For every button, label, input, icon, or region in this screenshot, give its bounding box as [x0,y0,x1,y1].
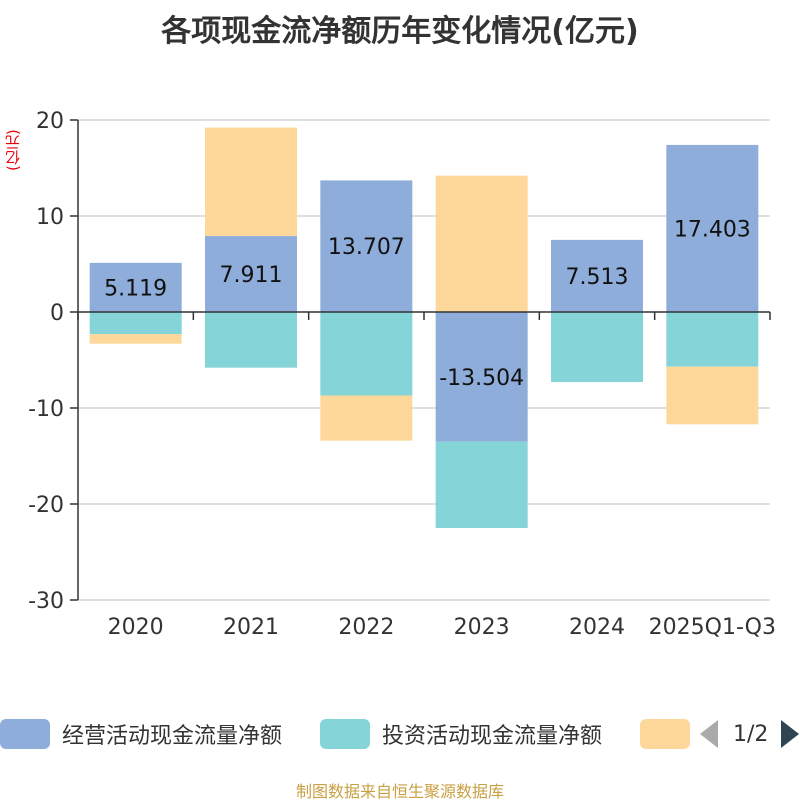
legend-pager: 1/2 [700,716,800,752]
x-tick-label: 2022 [338,615,394,640]
data-label: 7.513 [566,265,629,290]
y-tick-label: 0 [50,301,64,326]
data-label: 7.911 [220,263,283,288]
x-tick-label: 2023 [454,615,510,640]
legend-item-operating[interactable]: 经营活动现金流量净额 [0,716,282,752]
x-tick-label: 2020 [108,615,164,640]
bar-series0-2025Q1-Q3 [666,144,759,312]
data-label: 5.119 [104,276,167,301]
stacked-bar-chart: 20 10 0 -10 -20 -30 5.119 2020 7.911 2021 13.707 20… [28,109,776,640]
legend-page-indicator: 1/2 [733,721,769,747]
legend-item-financing[interactable] [640,716,690,752]
legend-item-investing[interactable]: 投资活动现金流量净额 [320,716,602,752]
bar-series1-2025Q1-Q3 [666,312,759,367]
y-tick-label: -20 [28,493,64,518]
bar-series2-2025Q1-Q3 [666,366,759,425]
legend-swatch-investing [320,719,370,749]
legend-prev-page-icon[interactable] [700,720,718,748]
x-tick-label: 2021 [223,615,279,640]
bar-series2-2023 [435,175,528,312]
legend-swatch-operating [0,719,50,749]
legend-label-investing: 投资活动现金流量净额 [382,724,603,749]
bar-series2-2022 [320,395,413,441]
y-tick-label: -30 [28,589,64,614]
y-tick-label: 10 [36,205,64,230]
legend-swatch-financing [640,719,690,749]
chart-title: 各项现金流净额历年变化情况(亿元) [161,14,639,49]
legend: 经营活动现金流量净额 投资活动现金流量净额 1/2 [0,716,800,752]
bar-series0-2020 [89,262,182,312]
y-tick-label: 20 [36,109,64,134]
bar-series1-2024 [551,312,643,383]
bar-series1-2023 [435,441,528,529]
data-label: 13.707 [328,235,405,260]
bar-series1-2021 [205,312,297,368]
bar-series0-2021 [205,236,297,312]
bar-series0-2024 [551,239,643,312]
data-label: 17.403 [674,217,751,242]
x-tick-label: 2024 [569,615,625,640]
bar-series0-2023 [435,312,528,442]
x-tick-label: 2025Q1-Q3 [649,615,776,640]
data-source-note: 制图数据来自恒生聚源数据库 [295,782,504,801]
bar-series2-2020 [89,334,182,344]
legend-label-operating: 经营活动现金流量净额 [62,724,283,749]
legend-next-page-icon[interactable] [781,720,800,748]
bar-series0-2022 [320,180,413,312]
y-tick-label: -10 [28,397,64,422]
bar-series1-2022 [320,312,413,396]
data-label: -13.504 [439,366,524,391]
bar-series2-2021 [205,127,297,237]
bar-series1-2020 [89,312,182,335]
